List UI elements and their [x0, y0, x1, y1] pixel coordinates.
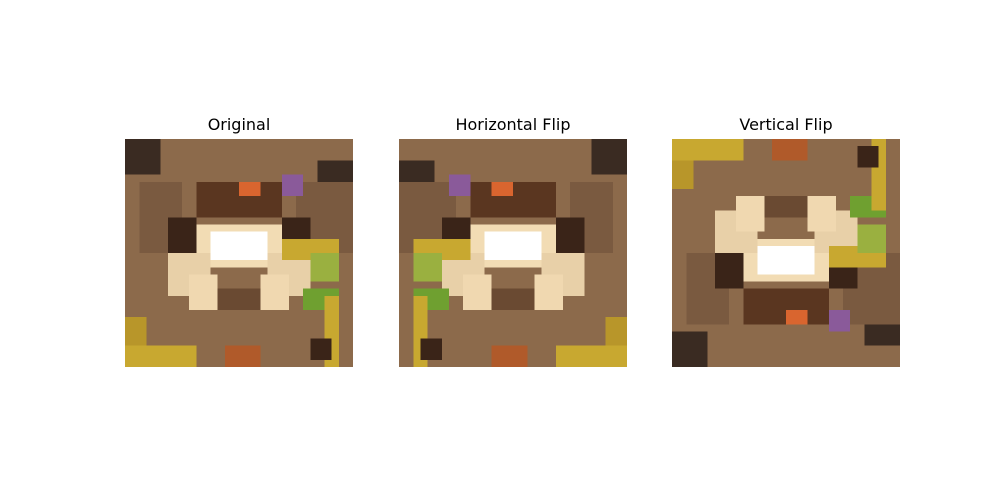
panel-horizontal-flip: Horizontal Flip — [399, 110, 627, 367]
frog-image-original — [125, 139, 353, 367]
frog-image-vertical-flip — [672, 139, 900, 367]
panel-title-vertical-flip: Vertical Flip — [739, 115, 833, 134]
panel-original: Original — [125, 110, 353, 367]
panel-title-original: Original — [207, 115, 271, 134]
frog-image-horizontal-flip — [399, 139, 627, 367]
panel-title-horizontal-flip: Horizontal Flip — [455, 115, 571, 134]
panel-vertical-flip: Vertical Flip — [672, 110, 900, 367]
